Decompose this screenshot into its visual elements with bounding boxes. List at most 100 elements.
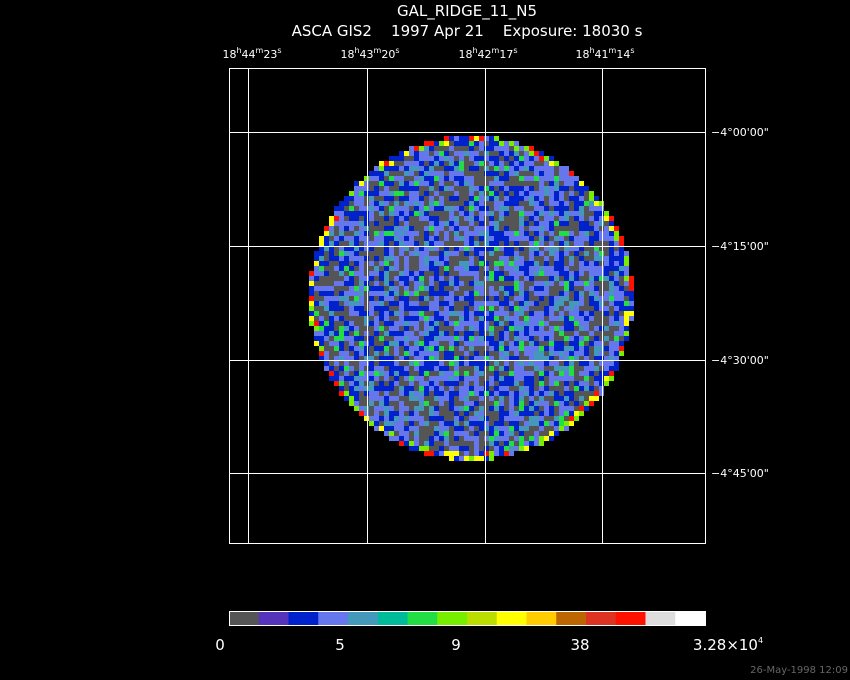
pixel: [434, 201, 439, 206]
pixel: [379, 206, 384, 211]
pixel: [424, 336, 429, 341]
pixel: [474, 441, 479, 446]
pixel: [359, 381, 364, 386]
pixel: [479, 391, 484, 396]
pixel: [534, 241, 539, 246]
pixel: [459, 366, 464, 371]
pixel: [339, 301, 344, 306]
pixel: [389, 196, 394, 201]
pixel: [569, 361, 574, 366]
pixel: [334, 311, 339, 316]
pixel: [464, 256, 469, 261]
pixel: [584, 341, 589, 346]
pixel: [364, 201, 369, 206]
pixel: [554, 316, 559, 321]
pixel: [354, 261, 359, 266]
pixel: [414, 396, 419, 401]
pixel: [354, 226, 359, 231]
pixel: [479, 246, 484, 251]
pixel: [474, 201, 479, 206]
pixel: [554, 311, 559, 316]
pixel: [404, 326, 409, 331]
pixel: [474, 391, 479, 396]
pixel: [414, 206, 419, 211]
pixel: [359, 231, 364, 236]
pixel: [444, 141, 449, 146]
pixel: [439, 296, 444, 301]
pixel: [509, 191, 514, 196]
pixel: [309, 311, 314, 316]
pixel: [574, 261, 579, 266]
pixel: [329, 341, 334, 346]
pixel: [599, 331, 604, 336]
pixel: [464, 201, 469, 206]
pixel: [409, 321, 414, 326]
pixel: [419, 411, 424, 416]
pixel: [414, 241, 419, 246]
pixel: [624, 271, 629, 276]
pixel: [499, 366, 504, 371]
pixel: [514, 206, 519, 211]
pixel: [554, 231, 559, 236]
pixel: [594, 361, 599, 366]
pixel: [599, 296, 604, 301]
pixel: [349, 236, 354, 241]
pixel: [629, 276, 634, 281]
pixel: [544, 401, 549, 406]
pixel: [344, 251, 349, 256]
pixel: [474, 446, 479, 451]
pixel: [564, 376, 569, 381]
pixel: [394, 296, 399, 301]
pixel: [624, 326, 629, 331]
pixel: [404, 226, 409, 231]
pixel: [409, 191, 414, 196]
pixel: [444, 316, 449, 321]
pixel: [474, 241, 479, 246]
pixel: [489, 276, 494, 281]
pixel: [469, 176, 474, 181]
pixel: [399, 306, 404, 311]
pixel: [544, 436, 549, 441]
pixel: [359, 296, 364, 301]
pixel: [329, 276, 334, 281]
pixel: [444, 301, 449, 306]
pixel: [394, 321, 399, 326]
pixel: [339, 366, 344, 371]
pixel: [404, 346, 409, 351]
pixel: [369, 311, 374, 316]
pixel: [329, 261, 334, 266]
pixel: [379, 276, 384, 281]
pixel: [409, 226, 414, 231]
pixel: [604, 251, 609, 256]
pixel: [479, 136, 484, 141]
pixel: [514, 161, 519, 166]
pixel: [534, 221, 539, 226]
pixel: [484, 436, 489, 441]
pixel: [484, 306, 489, 311]
pixel: [494, 271, 499, 276]
pixel: [419, 146, 424, 151]
pixel: [534, 386, 539, 391]
pixel: [449, 391, 454, 396]
pixel: [419, 241, 424, 246]
pixel: [539, 346, 544, 351]
pixel: [599, 356, 604, 361]
pixel: [574, 276, 579, 281]
colorbar-label: 5: [335, 636, 345, 654]
pixel: [494, 231, 499, 236]
pixel: [589, 201, 594, 206]
pixel: [519, 241, 524, 246]
pixel: [369, 266, 374, 271]
pixel: [394, 326, 399, 331]
pixel: [324, 346, 329, 351]
pixel: [339, 391, 344, 396]
pixel: [414, 386, 419, 391]
pixel: [399, 241, 404, 246]
pixel: [464, 166, 469, 171]
pixel: [409, 271, 414, 276]
pixel: [549, 286, 554, 291]
pixel: [594, 251, 599, 256]
pixel: [504, 271, 509, 276]
pixel: [484, 356, 489, 361]
pixel: [314, 266, 319, 271]
